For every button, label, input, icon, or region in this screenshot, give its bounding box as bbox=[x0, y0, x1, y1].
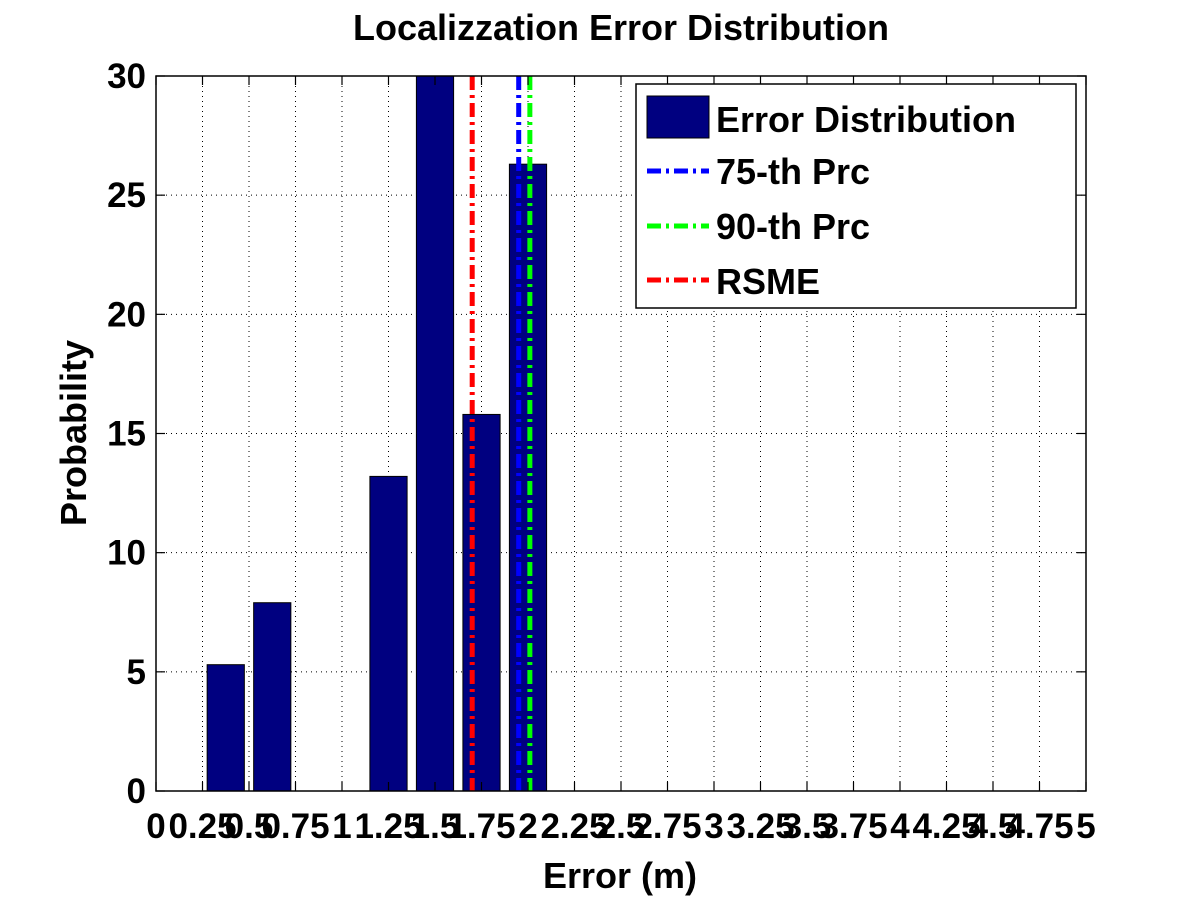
x-axis-label: Error (m) bbox=[543, 855, 697, 896]
chart-title: Localizzation Error Distribution bbox=[353, 7, 889, 48]
legend-label-75th-prc: 75-th Prc bbox=[716, 151, 870, 192]
y-tick-label: 15 bbox=[107, 415, 146, 454]
x-tick-label: 4.75 bbox=[1005, 807, 1073, 846]
y-tick-label: 0 bbox=[127, 772, 146, 811]
reference-lines bbox=[469, 76, 533, 791]
x-tick-label: 0 bbox=[146, 807, 165, 846]
bar bbox=[369, 475, 408, 792]
x-tick-label: 2 bbox=[518, 807, 537, 846]
legend-label-rsme: RSME bbox=[716, 261, 820, 302]
x-tick-label: 2.75 bbox=[633, 807, 701, 846]
x-tick-label: 1 bbox=[332, 807, 351, 846]
x-tick-label: 2.5 bbox=[597, 807, 646, 846]
bar bbox=[415, 75, 455, 792]
bar bbox=[206, 664, 245, 792]
y-tick-label: 10 bbox=[107, 534, 146, 573]
x-tick-label: 0.5 bbox=[225, 807, 274, 846]
x-tick-label: 4.25 bbox=[912, 807, 980, 846]
x-tick-label: 2.25 bbox=[540, 807, 608, 846]
x-tick-label: 0.25 bbox=[168, 807, 236, 846]
x-tick-label: 1.25 bbox=[354, 807, 422, 846]
x-tick-label: 4.5 bbox=[969, 807, 1018, 846]
y-tick-label: 30 bbox=[107, 57, 146, 96]
bar bbox=[253, 602, 292, 792]
legend-swatch-error-distribution bbox=[646, 95, 710, 139]
y-tick-label: 5 bbox=[127, 653, 146, 692]
y-tick-label: 20 bbox=[107, 295, 146, 334]
x-tick-label: 3 bbox=[704, 807, 723, 846]
y-tick-labels: 0 5 10 15 20 25 30 bbox=[107, 57, 146, 811]
x-tick-labels: 0 0.250.50.75 1 1.251.51.75 2 2.252.52.75 3 3.2… bbox=[146, 807, 1095, 846]
bar bbox=[462, 413, 501, 792]
y-axis-label: Probability bbox=[53, 340, 94, 526]
x-tick-label: 0.75 bbox=[261, 807, 329, 846]
x-tick-label: 3.75 bbox=[819, 807, 887, 846]
legend-label-90th-prc: 90-th Prc bbox=[716, 206, 870, 247]
x-tick-label: 5 bbox=[1076, 807, 1095, 846]
y-tick-label: 25 bbox=[107, 176, 146, 215]
legend-label-error-distribution: Error Distribution bbox=[716, 99, 1016, 140]
legend: Error Distribution 75-th Prc 90-th Prc R… bbox=[635, 83, 1077, 309]
x-tick-label: 3.25 bbox=[726, 807, 794, 846]
x-tick-label: 1.75 bbox=[447, 807, 515, 846]
x-tick-label: 1.5 bbox=[411, 807, 460, 846]
bars bbox=[206, 75, 548, 792]
x-tick-label: 4 bbox=[890, 807, 910, 846]
x-tick-label: 3.5 bbox=[783, 807, 832, 846]
